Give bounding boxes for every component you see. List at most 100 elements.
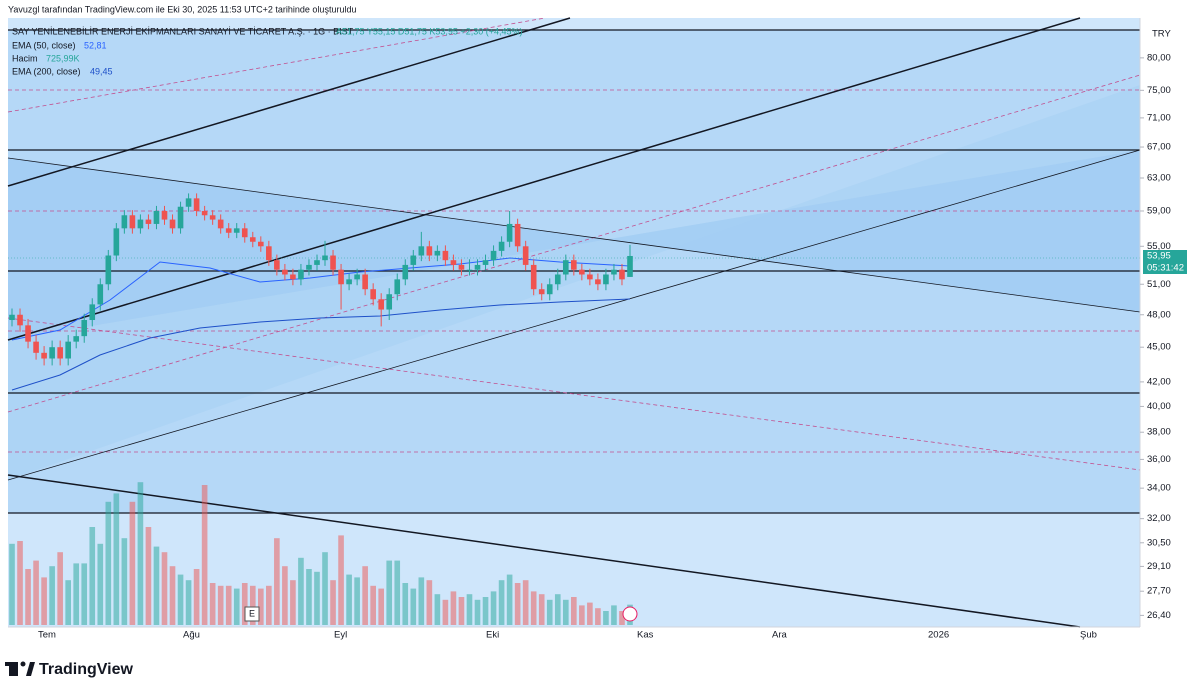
y-tick-label: 26,40: [1147, 610, 1171, 621]
volume-bar: [257, 588, 264, 625]
candle-body: [530, 264, 537, 290]
volume-bar: [338, 535, 344, 625]
price-axis: [1140, 18, 1200, 627]
volume-bar: [185, 580, 192, 625]
y-tick-label: 36,00: [1147, 454, 1171, 465]
volume-bar: [145, 527, 152, 625]
volume-bar: [410, 588, 417, 625]
volume-bar: [73, 563, 80, 625]
dividend-marker[interactable]: [622, 606, 638, 622]
volume-bar: [579, 605, 585, 625]
volume-bar: [161, 552, 168, 625]
candle-body: [595, 279, 601, 285]
volume-bar: [595, 608, 601, 625]
candle-body: [153, 210, 160, 224]
candle-body: [257, 241, 264, 247]
volume-bar: [418, 577, 425, 625]
volume-bar: [546, 599, 553, 625]
candle-body: [402, 264, 409, 280]
logo-text: TradingView: [39, 661, 134, 678]
candle-body: [161, 210, 168, 220]
x-label: Tem: [38, 630, 56, 641]
volume-bar: [81, 563, 88, 625]
volume-bar: [322, 552, 328, 625]
volume-bar: [169, 566, 176, 625]
volume-bar: [25, 569, 31, 625]
candle-body: [506, 223, 513, 242]
volume-bar: [290, 580, 296, 625]
candle-body: [346, 279, 352, 285]
volume-bar: [562, 599, 569, 625]
volume-bar: [530, 591, 537, 625]
candle-body: [627, 255, 633, 277]
volume-bar: [306, 569, 312, 625]
volume-bar: [554, 594, 561, 625]
candle-body: [474, 264, 481, 270]
volume-bar: [506, 574, 513, 625]
volume-bar: [9, 543, 15, 625]
candle-body: [418, 246, 425, 256]
candle-body: [201, 210, 208, 216]
candle-body: [290, 274, 296, 280]
candle-body: [9, 314, 15, 321]
y-tick-label: 40,00: [1147, 401, 1171, 412]
x-label: Eyl: [334, 630, 347, 641]
candle-body: [458, 264, 465, 270]
y-tick-label: 29,10: [1147, 561, 1171, 572]
volume-bar: [362, 566, 368, 625]
y-tick-label: 48,00: [1147, 309, 1171, 320]
volume-bar: [346, 574, 352, 625]
currency: TRY: [1152, 29, 1171, 40]
x-label: Ara: [772, 630, 788, 641]
volume-bar: [314, 571, 320, 625]
candle-body: [25, 325, 31, 342]
candle-body: [434, 250, 441, 256]
earnings-label: E: [249, 608, 255, 618]
candle-body: [546, 284, 553, 295]
trend-lines: [7, 17, 1141, 628]
candle-body: [522, 246, 529, 265]
indicator-name: EMA (200, close): [12, 66, 81, 76]
candle-body: [241, 228, 248, 238]
candle-body: [322, 255, 328, 261]
volume-bar: [571, 597, 577, 625]
candle-body: [97, 284, 104, 305]
candle-body: [209, 215, 216, 220]
candle-body: [33, 341, 39, 353]
logo-icon: [5, 661, 35, 676]
candle-body: [266, 246, 272, 261]
y-tick-label: 55,00: [1147, 241, 1171, 252]
candle-body: [611, 269, 617, 275]
candle-body: [65, 341, 71, 359]
price-tag-countdown: 05:31:42: [1147, 263, 1184, 274]
volume-bar: [274, 538, 280, 625]
volume-bar: [225, 585, 232, 625]
volume-bar: [209, 583, 216, 625]
candle-body: [442, 250, 449, 261]
candle-body: [450, 260, 457, 265]
volume-bar: [482, 597, 489, 625]
candle-body: [603, 274, 609, 285]
y-tick-label: 38,00: [1147, 427, 1171, 438]
volume-bar: [241, 583, 248, 625]
volume-bar: [354, 577, 360, 625]
candle-body: [354, 274, 360, 280]
candle-body: [113, 228, 120, 256]
earnings-marker[interactable]: [244, 606, 260, 622]
candle-body: [378, 299, 385, 310]
symbol: SAY YENİLENEBİLİR ENERJİ EKİPMANLARI SAN…: [12, 26, 354, 36]
volume-bar: [426, 580, 433, 625]
x-label: 2026: [928, 630, 949, 641]
volume-bar: [113, 493, 120, 625]
candle-body: [619, 269, 625, 280]
ohlc: A51,75 Y55,15 D51,75 K53,95 +2,30 (+4,45…: [336, 26, 522, 36]
horizontal-lines: [8, 29, 1140, 514]
candle-body: [394, 279, 401, 295]
volume-bar: [458, 597, 465, 625]
candle-body: [73, 336, 80, 342]
volume-bar: [57, 552, 63, 625]
x-label: Kas: [637, 630, 654, 641]
volume-bar: [603, 611, 609, 625]
candle-body: [145, 219, 152, 224]
